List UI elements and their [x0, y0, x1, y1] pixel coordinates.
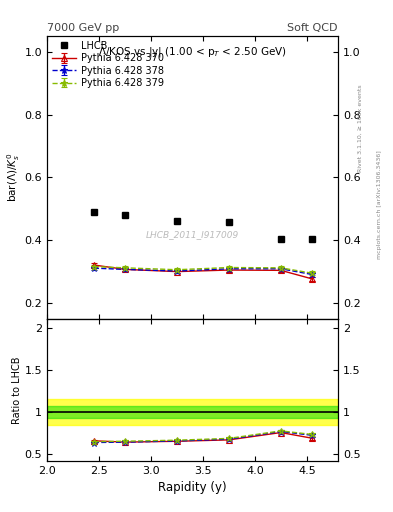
Text: Rivet 3.1.10, ≥ 100k events: Rivet 3.1.10, ≥ 100k events	[358, 84, 363, 172]
X-axis label: Rapidity (y): Rapidity (y)	[158, 481, 227, 494]
Line: LHCB: LHCB	[90, 209, 316, 243]
LHCB	[92, 209, 96, 215]
Text: 7000 GeV pp: 7000 GeV pp	[47, 23, 119, 33]
Bar	[47, 399, 338, 424]
Y-axis label: Ratio to LHCB: Ratio to LHCB	[12, 356, 22, 424]
LHCB	[123, 212, 127, 218]
LHCB	[174, 218, 179, 224]
Bar	[47, 406, 338, 418]
LHCB	[279, 236, 283, 242]
LHCB	[310, 236, 314, 242]
LHCB	[227, 219, 231, 225]
Text: Soft QCD: Soft QCD	[288, 23, 338, 33]
Y-axis label: bar($\Lambda$)/$K^0_s$: bar($\Lambda$)/$K^0_s$	[5, 153, 22, 202]
Text: mcplots.cern.ch [arXiv:1306.3436]: mcplots.cern.ch [arXiv:1306.3436]	[377, 151, 382, 259]
Legend: LHCB, Pythia 6.428 370, Pythia 6.428 378, Pythia 6.428 379: LHCB, Pythia 6.428 370, Pythia 6.428 378…	[50, 39, 166, 90]
Text: LHCB_2011_I917009: LHCB_2011_I917009	[146, 230, 239, 239]
Text: $\bar{\Lambda}$/KOS vs |y| (1.00 < p$_T$ < 2.50 GeV): $\bar{\Lambda}$/KOS vs |y| (1.00 < p$_T$…	[98, 45, 287, 60]
